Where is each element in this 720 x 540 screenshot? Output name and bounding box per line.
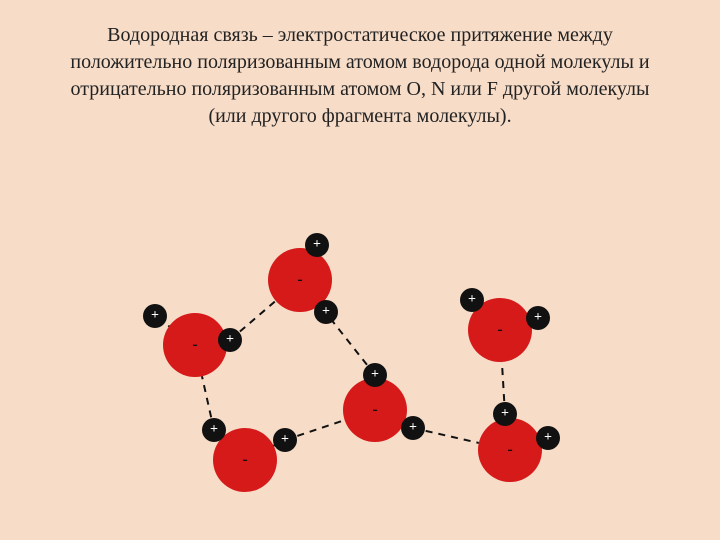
hydrogen-atom: + [401,416,425,440]
hydrogen-atom: + [363,363,387,387]
oxygen-atom: - [343,378,407,442]
hydrogen-atom: + [314,300,338,324]
hydrogen-atom: + [460,288,484,312]
hydrogen-atom: + [526,306,550,330]
oxygen-atom: - [478,418,542,482]
hydrogen-atom: + [273,428,297,452]
molecule-diagram: ------++++++++++++ [0,0,720,540]
hydrogen-atom: + [493,402,517,426]
hydrogen-atom: + [218,328,242,352]
hydrogen-atom: + [536,426,560,450]
page: Водородная связь – электростатическое пр… [0,0,720,540]
oxygen-atom: - [163,313,227,377]
hydrogen-atom: + [202,418,226,442]
hydrogen-atom: + [143,304,167,328]
bonds-layer [0,0,720,540]
hydrogen-atom: + [305,233,329,257]
